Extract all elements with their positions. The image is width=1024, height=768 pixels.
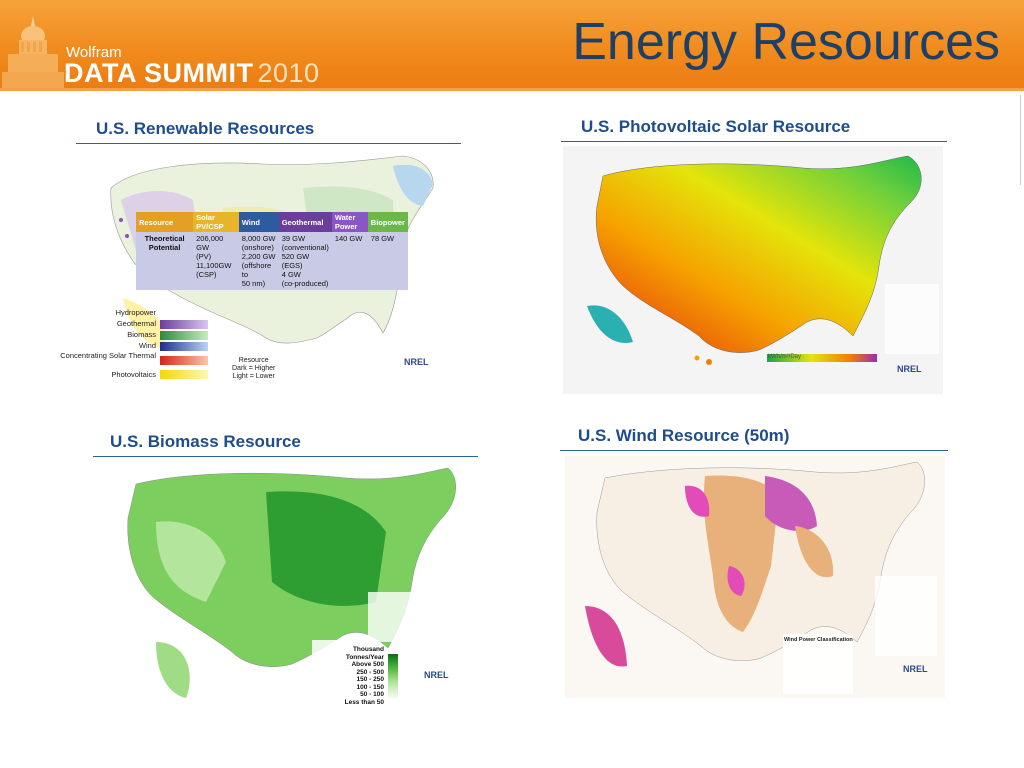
capitol-dome-icon [2, 16, 64, 88]
biomass-title: U.S. Biomass Resource [110, 432, 301, 451]
brand-wolfram: Wolfram [66, 44, 122, 61]
renewable-title: U.S. Renewable Resources [96, 119, 315, 138]
csp-swatch [160, 356, 208, 365]
legend-note-line: Dark = Higher [232, 365, 276, 372]
table-cell: 206,000 GW (PV) 11,100GW (CSP) [196, 234, 232, 279]
biomass-swatch [160, 331, 208, 340]
wind-legend-title: Wind Power Classification [784, 637, 853, 643]
legend-label: Photovoltaics [111, 370, 156, 379]
legend-label: Geothermal [116, 319, 156, 328]
biomass-legend: Thousand Tonnes/Year Above 500 250 - 500… [314, 646, 384, 706]
legend-label: Hydropower [115, 308, 156, 317]
legend-label: Wind [138, 341, 156, 350]
legend-note-line: Light = Lower [232, 373, 275, 380]
table-header: Solar PV/CSP [193, 212, 239, 232]
table-header-row: Resource Solar PV/CSP Wind Geothermal Wa… [136, 212, 408, 232]
table-row-label: Theoretical Potential [144, 234, 185, 252]
renewable-potential-table: Resource Solar PV/CSP Wind Geothermal Wa… [136, 212, 408, 290]
wind-title: U.S. Wind Resource (50m) [578, 426, 790, 445]
brand-data-summit: DATA SUMMIT 2010 [64, 58, 320, 88]
nrel-logo: NREL [903, 664, 928, 674]
legend-label: Biomass [127, 330, 156, 339]
biomass-swatch [388, 654, 398, 698]
legend-label: Concentrating Solar Thermal [60, 351, 156, 360]
solar-title: U.S. Photovoltaic Solar Resource [581, 117, 851, 136]
nrel-logo: NREL [897, 364, 922, 374]
table-cell: 140 GW [334, 234, 363, 243]
table-header: Wind [238, 212, 279, 232]
wind-swatch [160, 342, 208, 351]
biomass-legend-item: 50 - 100 [360, 691, 384, 698]
table-cell: 39 GW (conventional) 520 GW (EGS) 4 GW (… [281, 234, 329, 288]
header-divider [0, 88, 1024, 91]
geothermal-swatch [160, 320, 208, 329]
table-header: Geothermal [278, 212, 332, 232]
table-cell: 8,000 GW (onshore) 2,200 GW (offshore to… [241, 234, 276, 288]
slide-header: Wolfram DATA SUMMIT 2010 Energy Resources [0, 0, 1024, 88]
brand-year: 2010 [257, 58, 320, 88]
solar-map [563, 146, 943, 394]
wind-map [565, 456, 945, 698]
table-header: Resource [136, 212, 194, 232]
biomass-map [96, 462, 466, 708]
renewable-rule [76, 143, 461, 144]
biomass-legend-item: Above 500 [351, 661, 384, 668]
biomass-rule [93, 456, 478, 457]
pv-swatch [160, 370, 208, 379]
legend-note-line: Resource [238, 357, 269, 364]
table-header: Biopower [367, 212, 408, 232]
biomass-legend-title: Thousand Tonnes/Year [345, 646, 384, 661]
table-cell: 78 GW [370, 234, 395, 243]
biomass-legend-item: Less than 50 [344, 698, 384, 706]
nrel-logo: NREL [424, 670, 449, 680]
wind-rule [560, 450, 948, 451]
biomass-legend-item: 250 - 500 [356, 668, 384, 676]
right-edge-line [1020, 95, 1021, 185]
biomass-legend-item: 100 - 150 [356, 683, 384, 691]
solar-unit-label: kWh/m²/Day [768, 354, 801, 360]
table-row: Theoretical Potential 206,000 GW (PV) 11… [136, 232, 408, 290]
solar-scale-bar [767, 354, 877, 362]
biomass-legend-item: 150 - 250 [356, 676, 384, 683]
nrel-logo: NREL [404, 357, 429, 367]
table-header: Water Power [331, 212, 368, 232]
legend-note: Resource Dark = Higher Light = Lower [232, 357, 275, 381]
page-title: Energy Resources [572, 13, 1000, 71]
solar-rule [561, 141, 947, 142]
